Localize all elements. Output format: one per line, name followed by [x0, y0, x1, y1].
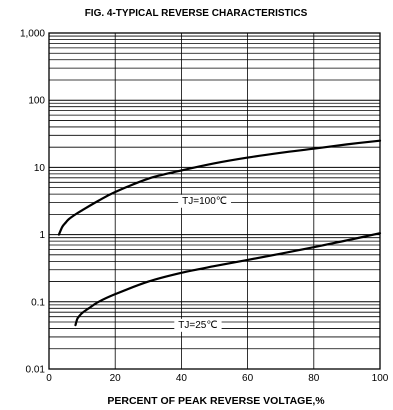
- series-annotation-2: TJ=25℃: [178, 320, 217, 331]
- series-annotation-1: TJ=100℃: [182, 196, 227, 207]
- x-tick-label: 100: [372, 373, 389, 384]
- chart-title: FIG. 4-TYPICAL REVERSE CHARACTERISTICS: [85, 8, 308, 19]
- annotation-background: [178, 194, 232, 208]
- annotations: TJ=100℃ TJ=25℃: [174, 194, 232, 332]
- x-tick-label: 60: [242, 373, 254, 384]
- y-tick-label: 1,000: [20, 29, 45, 40]
- y-tick-label: 0.1: [31, 297, 45, 308]
- series-lines: [57, 139, 382, 327]
- y-tick-label: 10: [34, 163, 46, 174]
- x-tick-label: 0: [46, 373, 52, 384]
- y-tick-label: 100: [28, 96, 45, 107]
- series-line-2: [74, 232, 382, 327]
- x-tick-label: 80: [308, 373, 320, 384]
- annotation-background: [174, 318, 222, 332]
- x-tick-label: 40: [176, 373, 188, 384]
- x-tick-labels: 0 20 40 60 80 100: [46, 373, 389, 384]
- x-axis-label: PERCENT OF PEAK REVERSE VOLTAGE,%: [107, 395, 325, 407]
- y-tick-labels: 0.01 0.1 1 10 100 1,000: [20, 29, 45, 376]
- y-tick-label: 1: [39, 230, 45, 241]
- series-line-1: [57, 139, 382, 236]
- y-tick-label: 0.01: [26, 365, 46, 376]
- grid: [49, 33, 380, 370]
- plot-frame: [48, 32, 381, 370]
- x-tick-label: 20: [110, 373, 122, 384]
